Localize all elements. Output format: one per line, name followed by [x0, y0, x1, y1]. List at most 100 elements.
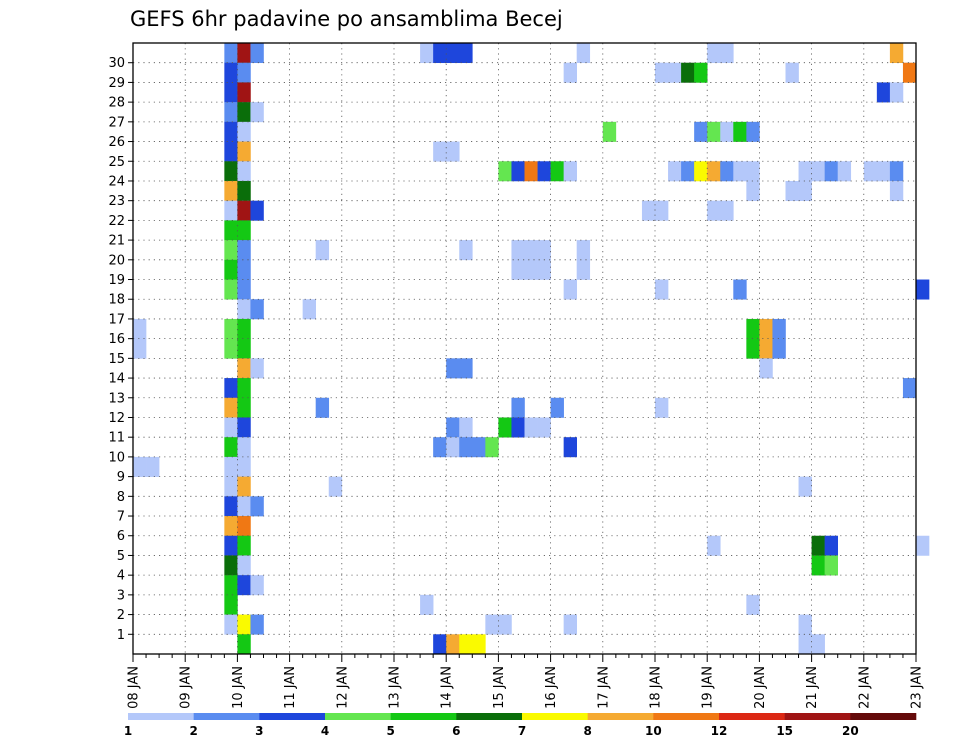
heatmap-cell	[811, 161, 825, 182]
heatmap-cell	[237, 634, 251, 655]
heatmap-cell	[224, 338, 238, 359]
heatmap-cell	[224, 180, 238, 201]
heatmap-cell	[237, 121, 251, 142]
x-tick-label: 13 JAN	[388, 666, 403, 709]
y-tick-label: 30	[108, 56, 125, 71]
heatmap-cell	[524, 417, 538, 438]
y-tick-label: 6	[117, 529, 125, 544]
heatmap-cell	[746, 180, 760, 201]
heatmap-cell	[511, 397, 525, 418]
heatmap-cell	[668, 62, 682, 83]
x-tick-label: 11 JAN	[283, 666, 298, 709]
heatmap-cell	[655, 62, 669, 83]
y-tick-label: 18	[108, 293, 125, 308]
legend-label: 5	[386, 724, 394, 738]
heatmap-cell	[811, 634, 825, 655]
heatmap-cell	[224, 555, 238, 576]
heatmap-cell	[550, 397, 564, 418]
x-tick-label: 17 JAN	[596, 666, 611, 709]
heatmap-cell	[224, 240, 238, 261]
heatmap-cell	[668, 161, 682, 182]
legend-swatch	[456, 713, 523, 720]
heatmap-cells	[133, 43, 930, 655]
heatmap-cell	[524, 240, 538, 261]
heatmap-cell	[224, 614, 238, 635]
heatmap-cell	[237, 299, 251, 320]
y-tick-label: 20	[108, 253, 125, 268]
legend-label: 8	[583, 724, 591, 738]
heatmap-cell	[824, 161, 838, 182]
heatmap-cell	[237, 141, 251, 162]
heatmap-cell	[550, 161, 564, 182]
legend-swatch	[653, 713, 720, 720]
heatmap-cell	[315, 397, 330, 418]
y-tick-label: 8	[117, 490, 125, 505]
y-tick-label: 21	[108, 234, 125, 249]
heatmap-cell	[524, 259, 538, 280]
heatmap-cell	[694, 161, 708, 182]
heatmap-cell	[224, 200, 238, 221]
legend-swatch	[128, 713, 194, 720]
heatmap-cell	[916, 279, 930, 300]
heatmap-cell	[902, 62, 917, 83]
heatmap-cell	[446, 358, 460, 379]
legend-swatch	[390, 713, 457, 720]
heatmap-cell	[237, 535, 251, 556]
heatmap-cell	[433, 141, 447, 162]
heatmap-cell	[237, 279, 251, 300]
legend-swatch	[259, 713, 326, 720]
heatmap-cell	[733, 279, 747, 300]
heatmap-cell	[759, 338, 773, 359]
heatmap-cell	[224, 279, 238, 300]
heatmap-cell	[250, 43, 264, 64]
heatmap-cell	[420, 594, 434, 615]
heatmap-cell	[485, 437, 499, 458]
legend-label: 1	[124, 724, 132, 738]
heatmap-cell	[224, 259, 238, 280]
heatmap-cell	[250, 614, 264, 635]
heatmap-cell	[446, 43, 460, 64]
heatmap-cell	[237, 614, 251, 635]
heatmap-cell	[772, 338, 786, 359]
heatmap-cell	[772, 318, 786, 339]
y-tick-label: 5	[117, 549, 125, 564]
heatmap-cell	[250, 200, 264, 221]
heatmap-cell	[655, 279, 669, 300]
heatmap-cell	[224, 82, 238, 103]
heatmap-cell	[511, 259, 525, 280]
heatmap-cell	[824, 555, 838, 576]
heatmap-cell	[537, 161, 551, 182]
heatmap-cell	[889, 180, 904, 201]
heatmap-cell	[224, 594, 238, 615]
heatmap-cell	[237, 397, 251, 418]
heatmap-cell	[237, 240, 251, 261]
y-tick-label: 26	[108, 135, 125, 150]
legend-swatch	[522, 713, 588, 720]
heatmap-cell	[224, 43, 238, 64]
x-tick-label: 23 JAN	[910, 666, 925, 709]
heatmap-cell	[707, 535, 721, 556]
x-tick-label: 12 JAN	[335, 666, 350, 709]
x-tick-label: 16 JAN	[544, 666, 559, 709]
y-tick-label: 23	[108, 194, 125, 209]
heatmap-cell	[798, 161, 812, 182]
heatmap-cell	[681, 62, 695, 83]
legend-label: 12	[711, 724, 728, 738]
legend-label: 3	[255, 724, 263, 738]
heatmap-cell	[224, 141, 238, 162]
heatmap-cell	[746, 161, 760, 182]
heatmap-cell	[472, 634, 486, 655]
legend-swatch	[325, 713, 391, 720]
legend-label: 4	[321, 724, 329, 738]
y-tick-label: 25	[108, 155, 125, 170]
heatmap-cell	[889, 43, 904, 64]
heatmap-cell	[707, 161, 721, 182]
heatmap-cell	[446, 437, 460, 458]
y-tick-label: 28	[108, 96, 125, 111]
heatmap-cell	[237, 200, 251, 221]
heatmap-cell	[511, 161, 525, 182]
heatmap-cell	[511, 240, 525, 261]
heatmap-cell	[315, 240, 330, 261]
y-tick-label: 10	[108, 450, 125, 465]
heatmap-cell	[707, 200, 721, 221]
